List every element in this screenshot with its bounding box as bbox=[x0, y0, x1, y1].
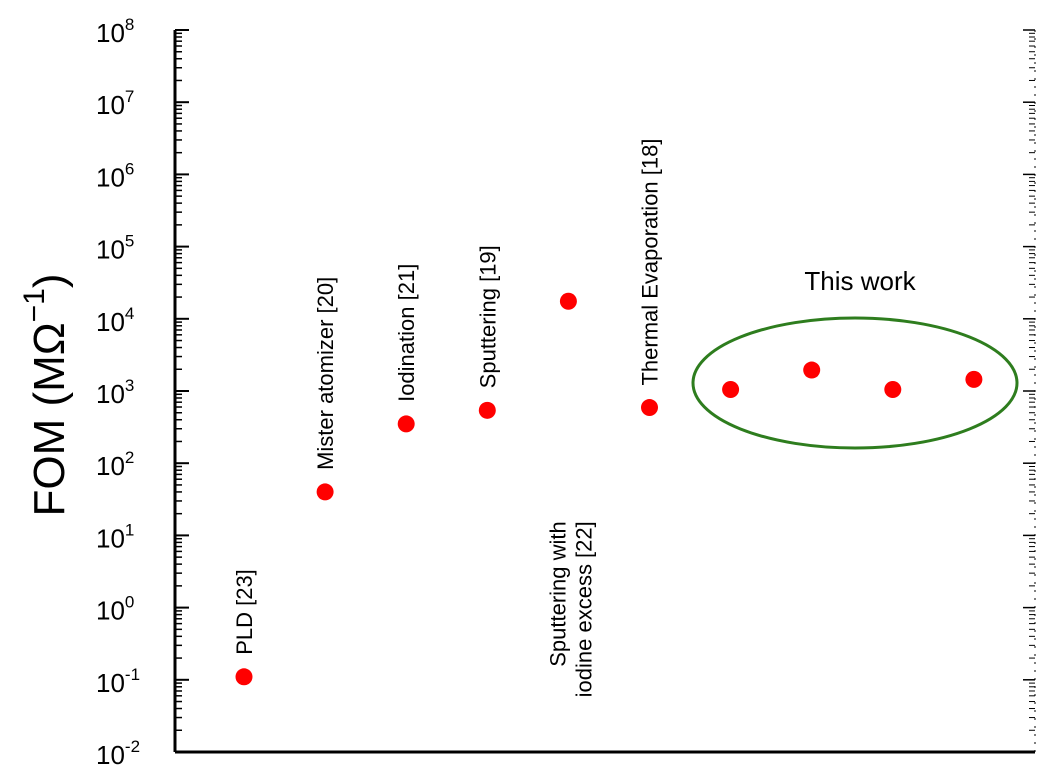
point-annotation: Thermal Evaporation [18] bbox=[638, 139, 663, 386]
y-tick-label: 10-2 bbox=[96, 737, 140, 770]
y-tick-label: 101 bbox=[96, 520, 134, 553]
data-point bbox=[803, 361, 821, 379]
y-axis-tick-labels: 10-2 10-1 100 101 102 103 104 105 106 107 108 bbox=[96, 15, 140, 770]
data-points bbox=[235, 292, 983, 686]
point-annotation: Sputtering withiodine excess [22] bbox=[545, 521, 596, 697]
y-tick-label: 108 bbox=[96, 15, 134, 48]
data-point bbox=[722, 380, 740, 398]
this-work-label: This work bbox=[804, 266, 916, 296]
point-annotation: PLD [23] bbox=[232, 569, 257, 655]
data-point bbox=[316, 483, 334, 501]
y-tick-label: 106 bbox=[96, 159, 134, 192]
point-annotation: Sputtering [19] bbox=[475, 245, 500, 388]
data-point bbox=[559, 292, 577, 310]
y-tick-label: 103 bbox=[96, 376, 134, 409]
data-point bbox=[965, 370, 983, 388]
data-point bbox=[884, 380, 902, 398]
y-tick-label: 105 bbox=[96, 232, 134, 265]
point-annotations: PLD [23] Mister atomizer [20] Iodination [… bbox=[232, 139, 663, 698]
y-tick-label: 10-1 bbox=[96, 665, 140, 698]
point-annotation: Iodination [21] bbox=[394, 264, 419, 402]
y-axis-ticks bbox=[175, 29, 1035, 753]
data-point bbox=[478, 401, 496, 419]
y-axis-label: FOM (MΩ−1) bbox=[18, 273, 74, 516]
point-annotation: Mister atomizer [20] bbox=[313, 277, 338, 470]
y-tick-label: 107 bbox=[96, 87, 134, 120]
y-axis-title: FOM (MΩ−1) bbox=[18, 273, 74, 516]
plot-frame bbox=[173, 30, 1036, 754]
this-work-ellipse bbox=[691, 316, 1019, 450]
y-tick-label: 100 bbox=[96, 593, 134, 626]
data-point bbox=[397, 415, 415, 433]
this-work-annotation: This work bbox=[691, 266, 1019, 450]
data-point bbox=[641, 399, 658, 417]
y-tick-label: 102 bbox=[96, 448, 134, 481]
y-tick-label: 104 bbox=[96, 304, 134, 337]
data-point bbox=[235, 668, 253, 686]
